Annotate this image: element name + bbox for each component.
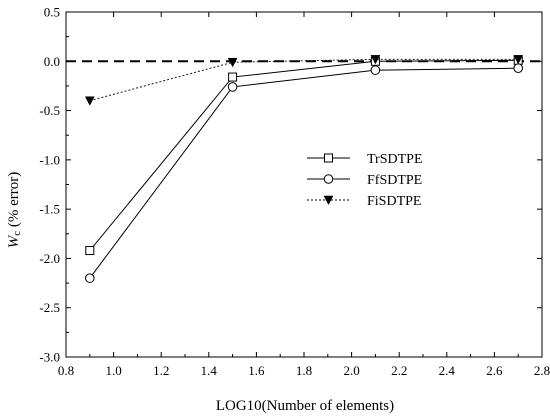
y-tick-label: 0.0 <box>44 54 60 69</box>
x-tick-label: 0.8 <box>58 363 74 378</box>
y-tick-label: -1.0 <box>39 152 60 167</box>
series-line <box>89 58 519 102</box>
x-axis-title: LOG10(Number of elements) <box>216 398 394 414</box>
x-tick-label: 2.4 <box>439 363 456 378</box>
data-point <box>370 55 381 65</box>
x-tick-label: 2.8 <box>534 363 550 378</box>
data-point <box>85 273 95 283</box>
data-point <box>370 65 381 75</box>
x-tick-label: 2.2 <box>391 363 407 378</box>
x-tick-label: 2.6 <box>486 363 503 378</box>
series-FfSDTPE <box>85 63 524 283</box>
legend-marker <box>323 174 334 184</box>
legend-label: FiSDTPE <box>367 194 421 209</box>
legend-label: TrSDTPE <box>367 152 423 167</box>
data-point <box>513 63 524 73</box>
series-TrSDTPE <box>85 55 523 256</box>
legend: TrSDTPE FfSDTPE FiSDTPE <box>307 152 423 209</box>
data-point <box>227 58 238 68</box>
y-axis-title: Wc (% error) <box>6 172 23 249</box>
x-tick-label: 1.6 <box>248 363 265 378</box>
series-group <box>84 55 524 283</box>
series-FiSDTPE <box>84 55 524 106</box>
data-point <box>228 72 238 82</box>
y-tick-label: -1.5 <box>39 202 60 217</box>
data-point <box>227 82 238 92</box>
x-tick-label: 1.0 <box>105 363 121 378</box>
x-tick-label: 2.0 <box>343 363 359 378</box>
x-tick-label: 1.2 <box>153 363 169 378</box>
legend-marker <box>324 153 333 163</box>
x-tick-label: 1.4 <box>201 363 218 378</box>
y-tick-label: -0.5 <box>39 103 60 118</box>
series-line <box>89 67 519 279</box>
y-axis: 0.5 0.0 -0.5 -1.0 -1.5 -2.0 -2.5 -3.0 <box>39 5 542 365</box>
x-axis: 0.8 1.0 1.2 1.4 1.6 1.8 2.0 2.2 2.4 2.6 2.8 <box>58 12 550 378</box>
legend-marker <box>323 195 334 206</box>
y-tick-label: 0.5 <box>44 5 60 20</box>
legend-label: FfSDTPE <box>367 173 422 188</box>
series-line <box>89 59 519 251</box>
x-tick-label: 1.8 <box>296 363 312 378</box>
plot-frame <box>65 11 543 358</box>
data-point <box>85 246 95 256</box>
y-tick-label: -2.0 <box>39 251 60 266</box>
data-point <box>84 96 95 106</box>
y-tick-label: -2.5 <box>39 300 60 315</box>
plot-border <box>65 11 543 358</box>
y-tick-label: -3.0 <box>39 350 60 365</box>
data-point <box>513 55 524 65</box>
